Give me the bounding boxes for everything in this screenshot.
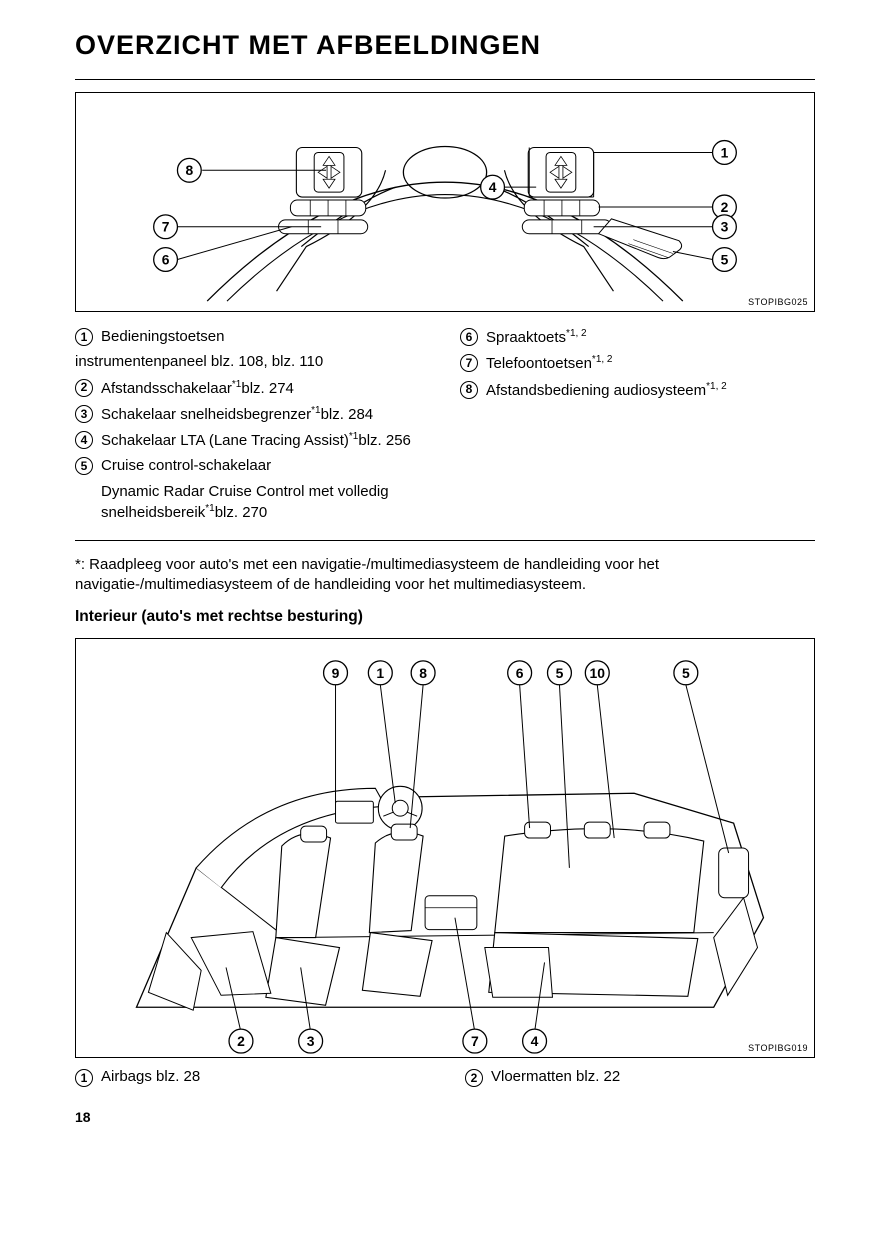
legend-figure2: 1 Airbags blz. 28 2 Vloermatten blz. 22 bbox=[75, 1068, 815, 1085]
svg-text:5: 5 bbox=[721, 251, 729, 267]
legend-sup: *1 bbox=[205, 503, 214, 514]
legend-text: Schakelaar snelheidsbegrenzer bbox=[101, 406, 311, 423]
page-title: OVERZICHT MET AFBEELDINGEN bbox=[75, 30, 815, 61]
svg-text:4: 4 bbox=[489, 179, 497, 195]
legend-figure1: 1 Bedieningstoetsen instrumentenpaneel b… bbox=[75, 322, 815, 528]
svg-text:8: 8 bbox=[419, 664, 427, 680]
callout-number: 1 bbox=[75, 328, 93, 346]
svg-text:3: 3 bbox=[721, 219, 729, 235]
legend-sup: *1 bbox=[311, 405, 320, 416]
callout-number: 7 bbox=[460, 354, 478, 372]
legend-item: 4 Schakelaar LTA (Lane Tracing Assist)*1… bbox=[75, 430, 430, 451]
figure2-code: STOPIBG019 bbox=[748, 1043, 808, 1053]
legend-text: Spraaktoets bbox=[486, 329, 566, 346]
legend-text: Bedieningstoetsen bbox=[101, 328, 224, 345]
legend-item: 5 Cruise control-schakelaar bbox=[75, 456, 430, 476]
legend-text: Airbags blz. 28 bbox=[101, 1068, 200, 1085]
svg-text:9: 9 bbox=[332, 664, 340, 680]
legend-sup: *1, 2 bbox=[592, 354, 613, 365]
footnote: *: Raadpleeg voor auto's met een navigat… bbox=[75, 555, 815, 596]
svg-text:2: 2 bbox=[237, 1033, 245, 1049]
legend-item: 1 Airbags blz. 28 bbox=[75, 1068, 425, 1085]
legend-subtext: instrumentenpaneel blz. 108, blz. 110 bbox=[75, 352, 430, 372]
page-number: 18 bbox=[75, 1109, 815, 1125]
legend-text: Cruise control-schakelaar bbox=[101, 457, 271, 474]
callout-number: 5 bbox=[75, 457, 93, 475]
callout-number: 3 bbox=[75, 405, 93, 423]
legend-item: 3 Schakelaar snelheidsbegrenzer*1blz. 28… bbox=[75, 404, 430, 425]
legend-tail: blz. 284 bbox=[321, 406, 374, 423]
callout-number: 2 bbox=[465, 1069, 483, 1087]
svg-text:3: 3 bbox=[307, 1033, 315, 1049]
svg-text:1: 1 bbox=[721, 144, 729, 160]
legend-sup: *1, 2 bbox=[706, 381, 727, 392]
callout-number: 4 bbox=[75, 431, 93, 449]
legend-item: 2 Vloermatten blz. 22 bbox=[465, 1068, 815, 1085]
legend-sup: *1, 2 bbox=[566, 328, 587, 339]
svg-text:7: 7 bbox=[471, 1033, 479, 1049]
legend-text: Afstandsschakelaar bbox=[101, 380, 232, 397]
legend-text: Schakelaar LTA (Lane Tracing Assist) bbox=[101, 432, 349, 449]
legend-text: Telefoontoetsen bbox=[486, 355, 592, 372]
svg-text:6: 6 bbox=[162, 251, 170, 267]
svg-text:2: 2 bbox=[721, 199, 729, 215]
legend-item: 6 Spraaktoets*1, 2 bbox=[460, 327, 815, 348]
legend-item: 2 Afstandsschakelaar*1blz. 274 bbox=[75, 378, 430, 399]
svg-text:6: 6 bbox=[516, 664, 524, 680]
svg-text:10: 10 bbox=[590, 664, 606, 680]
callout-number: 8 bbox=[460, 381, 478, 399]
figure1-code: STOPIBG025 bbox=[748, 297, 808, 307]
legend-tail: blz. 274 bbox=[241, 380, 294, 397]
legend-item: 1 Bedieningstoetsen bbox=[75, 327, 430, 347]
legend-sup: *1 bbox=[349, 431, 358, 442]
legend-subtext: Dynamic Radar Cruise Control met volledi… bbox=[101, 482, 430, 524]
svg-text:8: 8 bbox=[185, 162, 193, 178]
subheading-interior: Interieur (auto's met rechtse besturing) bbox=[75, 608, 815, 626]
legend-tail: blz. 256 bbox=[358, 432, 411, 449]
legend-text: Vloermatten blz. 22 bbox=[491, 1068, 620, 1085]
figure-steering-wheel: 8 7 6 1 2 3 5 4 STOPIBG025 bbox=[75, 92, 815, 312]
callout-number: 1 bbox=[75, 1069, 93, 1087]
figure-interior: 9 1 8 6 5 10 5 2 3 bbox=[75, 638, 815, 1058]
legend-text: Afstandsbediening audiosysteem bbox=[486, 382, 706, 399]
legend-sup: *1 bbox=[232, 379, 241, 390]
svg-text:5: 5 bbox=[556, 664, 564, 680]
divider-mid bbox=[75, 540, 815, 541]
legend-item: 7 Telefoontoetsen*1, 2 bbox=[460, 353, 815, 374]
callout-number: 2 bbox=[75, 379, 93, 397]
legend-item: 8 Afstandsbediening audiosysteem*1, 2 bbox=[460, 380, 815, 401]
svg-text:4: 4 bbox=[531, 1033, 539, 1049]
svg-text:5: 5 bbox=[682, 664, 690, 680]
divider-top bbox=[75, 79, 815, 80]
svg-text:7: 7 bbox=[162, 219, 170, 235]
svg-text:1: 1 bbox=[376, 664, 384, 680]
legend-tail: blz. 270 bbox=[215, 504, 268, 521]
callout-number: 6 bbox=[460, 328, 478, 346]
